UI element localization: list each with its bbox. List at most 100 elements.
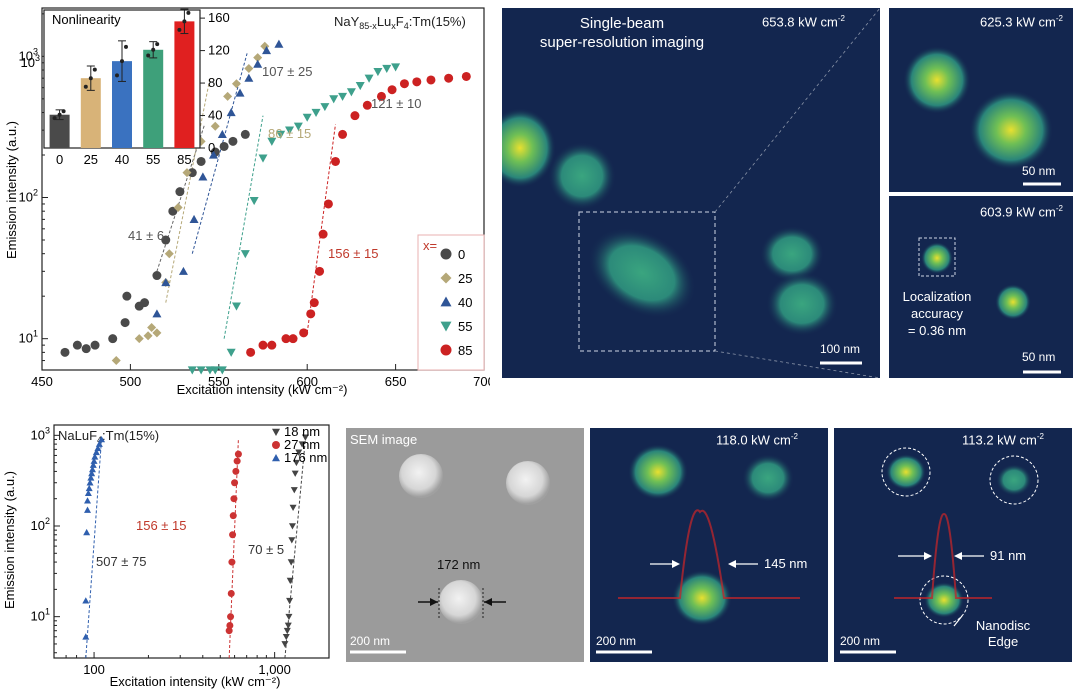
- data-point: [362, 100, 372, 110]
- data-point: [88, 469, 96, 477]
- y-tick-label: 102: [31, 516, 50, 533]
- data-point: [284, 622, 292, 629]
- sem-particle: [439, 580, 483, 624]
- chart-a-legend: [417, 234, 485, 371]
- data-point: [88, 465, 96, 473]
- data-point: [295, 449, 303, 456]
- data-point: [227, 590, 235, 598]
- line-profile: [894, 512, 992, 599]
- edge-power: 113.2 kW cm-2: [962, 432, 1045, 448]
- data-point: [355, 82, 365, 91]
- data-point: [187, 366, 197, 375]
- data-point: [161, 278, 171, 287]
- legend-marker: [272, 428, 280, 436]
- fit-line: [284, 438, 306, 659]
- data-point: [86, 479, 94, 486]
- data-point: [246, 347, 256, 357]
- main-scale-label: 100 nm: [820, 342, 861, 356]
- inset-dot: [115, 73, 119, 78]
- data-point: [320, 103, 330, 112]
- data-point: [94, 444, 102, 452]
- legend-marker: [272, 454, 280, 462]
- nanoparticle-spot: [766, 272, 838, 336]
- inset-y-tick-label: 80: [208, 75, 222, 90]
- inset-x-tick-label: 0: [56, 152, 63, 167]
- data-point: [412, 77, 422, 87]
- legend-label: 27 nm: [284, 437, 320, 452]
- fit-line: [228, 438, 239, 659]
- fit-annotation: 121 ± 10: [371, 96, 422, 111]
- data-point: [231, 79, 241, 89]
- legend-label: 0: [458, 247, 465, 262]
- inset-dot: [52, 116, 57, 121]
- data-point: [231, 302, 241, 311]
- main-image-power: 653.8 kW cm-2: [762, 14, 845, 30]
- data-point: [229, 531, 237, 539]
- data-point: [208, 150, 218, 159]
- legend-label: 85: [458, 343, 472, 358]
- data-point: [152, 271, 162, 281]
- inset-dot: [61, 109, 66, 114]
- data-point: [262, 45, 272, 55]
- data-point: [210, 366, 220, 375]
- data-point: [285, 126, 295, 135]
- mid-right-scale-label: 50 nm: [1022, 350, 1056, 364]
- data-point: [81, 344, 91, 354]
- data-point: [147, 323, 157, 333]
- data-point: [258, 340, 268, 350]
- fit-line: [306, 124, 336, 333]
- fit-annotation: 41 ± 6: [128, 228, 164, 243]
- data-point: [225, 627, 233, 635]
- data-point: [286, 577, 294, 585]
- line-profile: [618, 509, 800, 599]
- inset-title: Nonlinearity: [52, 12, 121, 27]
- data-point: [92, 448, 100, 456]
- data-point: [134, 334, 144, 344]
- inset-dot: [186, 10, 191, 15]
- inset-x-tick-label: 85: [177, 152, 191, 167]
- data-point: [60, 347, 70, 357]
- data-point: [350, 111, 360, 121]
- data-point: [98, 435, 106, 443]
- data-point: [288, 334, 298, 344]
- sem-particle: [399, 454, 443, 498]
- x-tick-label: 550: [208, 374, 230, 389]
- sem-title: SEM image: [350, 432, 418, 447]
- inset-bar: [143, 49, 164, 148]
- inset-dot: [146, 53, 151, 58]
- data-point: [111, 356, 121, 366]
- data-point: [291, 470, 299, 477]
- inset-bar: [174, 21, 195, 148]
- data-point: [253, 59, 263, 68]
- data-point: [82, 633, 90, 640]
- nanoparticle-spot: [548, 142, 616, 210]
- nonlinearity-scatter-chart: NaY85-xLuxF4:Tm(15%) 4505005506006507001…: [4, 7, 490, 397]
- legend-marker: [440, 272, 452, 284]
- x-tick-label: 100: [83, 662, 105, 677]
- zoom-region-box: [578, 211, 716, 352]
- fit-annotation: 507 ± 75: [96, 554, 147, 569]
- x-tick-label: 1,000: [258, 662, 291, 677]
- data-point: [283, 627, 291, 635]
- data-point: [120, 318, 130, 328]
- confocal-image: [590, 428, 828, 662]
- confocal-power: 118.0 kW cm-2: [716, 432, 799, 448]
- data-point: [281, 334, 291, 344]
- data-point: [309, 298, 319, 308]
- nanoparticle-cluster: [587, 227, 697, 319]
- data-point: [311, 108, 321, 118]
- data-point: [232, 467, 240, 475]
- legend-label: 18 nm: [284, 424, 320, 439]
- inset-dot: [151, 47, 156, 52]
- legend-marker: [440, 248, 452, 260]
- data-point: [302, 113, 312, 122]
- data-point: [228, 136, 238, 146]
- inset-bar: [80, 78, 101, 148]
- data-point: [90, 340, 100, 350]
- data-point: [84, 489, 92, 497]
- data-point: [161, 235, 171, 245]
- mid-right-power: 603.9 kW cm-2: [980, 204, 1063, 220]
- x-tick-label: 450: [31, 374, 53, 389]
- data-point: [330, 156, 340, 166]
- data-point: [281, 641, 289, 648]
